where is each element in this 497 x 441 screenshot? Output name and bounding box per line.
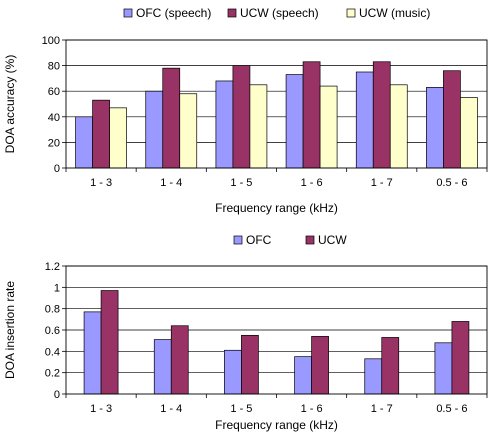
bar <box>426 87 444 169</box>
y-tick-label: 0.6 <box>45 325 60 337</box>
y-tick-label: 1 <box>54 282 60 294</box>
bar <box>83 311 102 395</box>
bar <box>100 290 119 395</box>
plot-frame <box>65 39 488 169</box>
bar <box>294 356 312 395</box>
y-tick-label: 60 <box>48 86 60 98</box>
x-tick-label: 1 - 3 <box>90 403 112 415</box>
bar <box>381 337 400 395</box>
legend-label: UCW (music) <box>359 6 430 20</box>
x-axis-label: Frequency range (kHz) <box>215 418 338 432</box>
bar <box>443 70 461 169</box>
legend-swatch <box>227 8 237 18</box>
x-tick-label: 1 - 7 <box>371 177 393 189</box>
bar <box>372 61 391 169</box>
x-tick-label: 0.5 - 6 <box>436 403 467 415</box>
bar <box>460 97 478 169</box>
x-tick-label: 1 - 7 <box>371 403 393 415</box>
x-tick-label: 1 - 4 <box>160 177 182 189</box>
x-tick-label: 1 - 6 <box>301 177 323 189</box>
bar <box>75 116 93 169</box>
bar <box>434 342 453 395</box>
bar <box>319 85 338 169</box>
bar <box>170 325 189 395</box>
y-tick-label: 100 <box>42 35 60 47</box>
legend-swatch <box>123 8 133 18</box>
bar <box>179 93 198 169</box>
x-tick-label: 1 - 5 <box>230 177 252 189</box>
bar <box>109 107 127 169</box>
bar <box>364 358 383 395</box>
bar <box>162 67 181 169</box>
x-axis-label: Frequency range (kHz) <box>215 201 338 215</box>
bar <box>249 84 268 169</box>
bar <box>389 84 408 169</box>
x-tick-label: 0.5 - 6 <box>436 177 467 189</box>
legend: OFC UCW <box>233 233 347 247</box>
bar <box>285 74 304 169</box>
x-tick-label: 1 - 6 <box>301 403 323 415</box>
y-tick-label: 20 <box>48 137 60 149</box>
y-tick-label: 40 <box>48 112 60 124</box>
legend-label: OFC (speech) <box>136 6 211 20</box>
y-tick-label: 80 <box>48 61 60 73</box>
bar <box>145 90 164 169</box>
x-tick-label: 1 - 3 <box>90 177 112 189</box>
chart-doa-insertion-rate: OFC UCW 0 0.2 0.4 0.6 0.8 1 1.2 1 - 3 1 - 4 1 - 5 1 … <box>3 233 488 432</box>
bar <box>232 65 251 169</box>
bar <box>92 99 110 169</box>
plot-frame <box>65 265 488 395</box>
y-axis-label: DOA insertion rate <box>3 281 17 379</box>
legend-label: UCW (speech) <box>240 6 319 20</box>
bar <box>224 349 242 395</box>
x-tick-label: 1 - 5 <box>230 403 252 415</box>
y-tick-label: 1.2 <box>45 261 60 273</box>
y-tick-label: 0 <box>54 389 60 401</box>
y-tick-label: 0.4 <box>45 346 60 358</box>
y-tick-label: 0 <box>54 163 60 175</box>
y-tick-label: 0.8 <box>45 304 60 316</box>
bar <box>153 339 172 395</box>
legend-swatch <box>233 235 243 245</box>
bar <box>311 336 329 395</box>
bar <box>241 334 259 395</box>
legend-swatch <box>346 8 356 18</box>
bar <box>302 61 321 169</box>
y-axis-label: DOA accuracy (%) <box>3 55 17 154</box>
bar <box>215 80 234 169</box>
bar <box>451 321 470 395</box>
legend: OFC (speech) UCW (speech) UCW (music) <box>123 6 430 20</box>
y-tick-label: 0.2 <box>45 368 60 380</box>
legend-swatch <box>305 235 315 245</box>
chart-doa-accuracy: OFC (speech) UCW (speech) UCW (music) 0 20 40… <box>3 6 488 215</box>
legend-label: OFC <box>246 233 272 247</box>
bar <box>355 71 374 169</box>
legend-label: UCW <box>318 233 347 247</box>
x-tick-label: 1 - 4 <box>160 403 182 415</box>
